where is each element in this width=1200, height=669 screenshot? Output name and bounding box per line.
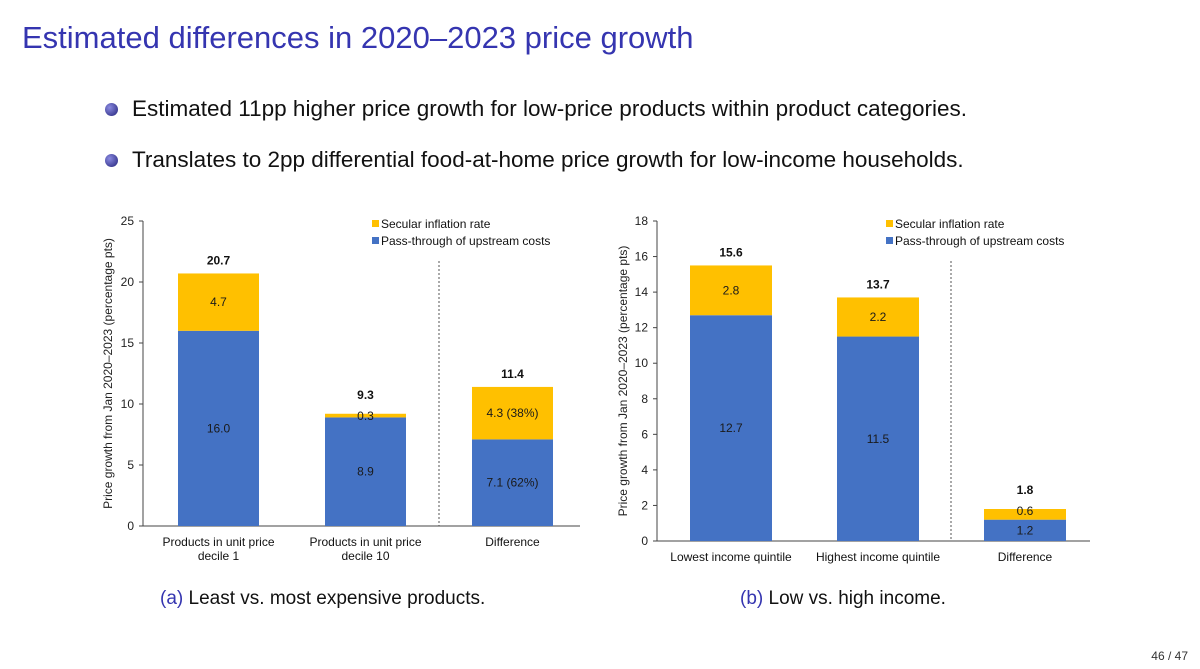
y-tick-label: 16 <box>635 250 649 264</box>
bar-passthrough <box>984 519 1066 541</box>
bar-label-passthrough: 16.0 <box>207 421 231 435</box>
bullet-icon <box>105 153 118 167</box>
bar-label-secular: 0.3 <box>357 409 374 423</box>
legend-swatch <box>372 220 379 227</box>
x-tick-label: Difference <box>485 535 540 549</box>
bar-total-label: 1.8 <box>1017 483 1034 497</box>
bullet-1: Estimated 11pp higher price growth for l… <box>105 96 967 122</box>
bar-passthrough <box>472 439 553 526</box>
bar-passthrough <box>325 417 406 526</box>
bar-secular <box>837 297 919 337</box>
bar-passthrough <box>690 315 772 541</box>
slide-title: Estimated differences in 2020–2023 price… <box>22 20 694 55</box>
y-tick-label: 20 <box>121 275 135 289</box>
caption-label: (a) <box>160 588 184 609</box>
y-tick-label: 4 <box>641 463 648 477</box>
bar-secular <box>325 413 406 418</box>
y-tick-label: 10 <box>121 397 135 411</box>
bar-secular <box>690 265 772 316</box>
y-tick-label: 2 <box>641 498 648 512</box>
bar-total-label: 20.7 <box>207 253 231 267</box>
bullet-2: Translates to 2pp differential food-at-h… <box>105 147 964 173</box>
legend-label: Pass-through of upstream costs <box>381 234 550 248</box>
bar-label-secular: 2.2 <box>870 310 887 324</box>
bar-label-passthrough: 1.2 <box>1017 523 1034 537</box>
legend-swatch <box>886 237 893 244</box>
bar-passthrough <box>837 336 919 541</box>
x-tick-label: Products in unit price <box>162 535 274 549</box>
y-axis-label: Price growth from Jan 2020–2023 (percent… <box>616 246 630 517</box>
y-tick-label: 25 <box>121 214 135 228</box>
bar-label-passthrough: 12.7 <box>719 421 743 435</box>
bar-label-secular: 4.3 (38%) <box>486 406 538 420</box>
caption-label: (b) <box>740 588 764 609</box>
legend-label: Secular inflation rate <box>895 217 1005 231</box>
y-tick-label: 18 <box>635 214 649 228</box>
bar-total-label: 11.4 <box>501 367 524 381</box>
y-tick-label: 14 <box>635 285 649 299</box>
caption-text: Low vs. high income. <box>768 588 946 609</box>
y-tick-label: 6 <box>641 427 648 441</box>
bar-label-passthrough: 7.1 (62%) <box>486 476 538 490</box>
y-tick-label: 10 <box>635 356 649 370</box>
y-tick-label: 5 <box>127 458 134 472</box>
x-tick-label: decile 1 <box>198 549 240 563</box>
legend-label: Secular inflation rate <box>381 217 491 231</box>
bar-total-label: 13.7 <box>866 277 890 291</box>
y-tick-label: 0 <box>127 519 134 533</box>
bar-secular <box>984 509 1066 520</box>
y-tick-label: 15 <box>121 336 135 350</box>
y-tick-label: 12 <box>635 321 649 335</box>
legend-label: Pass-through of upstream costs <box>895 234 1064 248</box>
bar-passthrough <box>178 330 259 526</box>
bullet-text: Estimated 11pp higher price growth for l… <box>132 96 967 121</box>
bullet-icon <box>105 102 118 116</box>
y-axis-label: Price growth from Jan 2020–2023 (percent… <box>101 238 115 509</box>
bar-label-secular: 0.6 <box>1017 504 1034 518</box>
bar-secular <box>178 273 259 331</box>
bar-label-secular: 2.8 <box>723 283 740 297</box>
y-tick-label: 0 <box>641 534 648 548</box>
caption-text: Least vs. most expensive products. <box>188 588 486 609</box>
bar-label-passthrough: 11.5 <box>867 432 890 446</box>
page-number: 46 / 47 <box>1151 649 1188 663</box>
bullet-text: Translates to 2pp differential food-at-h… <box>132 147 964 172</box>
caption-a: (a) Least vs. most expensive products. <box>160 588 485 610</box>
legend-swatch <box>886 220 893 227</box>
x-tick-label: decile 10 <box>341 549 389 563</box>
x-tick-label: Difference <box>998 550 1053 564</box>
bar-label-passthrough: 8.9 <box>357 465 374 479</box>
caption-b: (b) Low vs. high income. <box>740 588 946 610</box>
x-tick-label: Lowest income quintile <box>670 550 792 564</box>
x-tick-label: Products in unit price <box>309 535 421 549</box>
bar-label-secular: 4.7 <box>210 295 227 309</box>
bar-secular <box>472 386 553 440</box>
legend-swatch <box>372 237 379 244</box>
bar-total-label: 9.3 <box>357 388 374 402</box>
x-tick-label: Highest income quintile <box>816 550 940 564</box>
y-tick-label: 8 <box>641 392 648 406</box>
bar-total-label: 15.6 <box>719 245 743 259</box>
